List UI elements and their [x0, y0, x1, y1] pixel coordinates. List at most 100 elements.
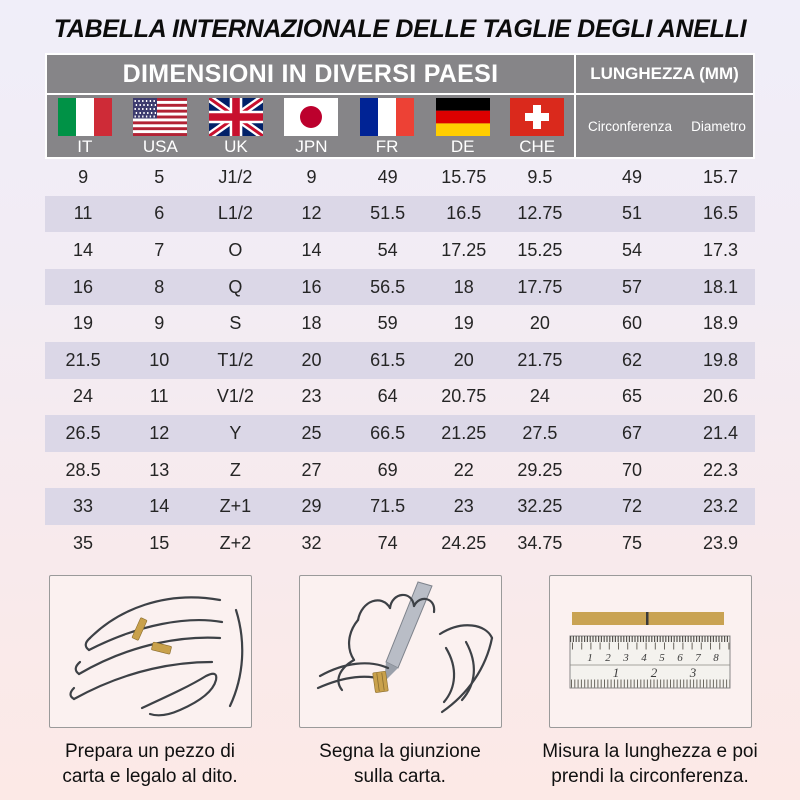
- table-cell: 71.5: [370, 496, 406, 517]
- table-cell: 11: [149, 386, 169, 407]
- country-code: JPN: [295, 136, 328, 156]
- table-row: 16 8 Q 16 56.5 18 17.75 57 18.1: [45, 268, 755, 306]
- svg-text:3: 3: [622, 652, 629, 664]
- table-cell: 10: [149, 349, 170, 370]
- table-cell: 23: [301, 386, 322, 407]
- table-cell: 27: [301, 459, 322, 480]
- table-cell: 56.5: [370, 276, 406, 297]
- ruler: 1 2 3 4 5 6 7 8 1 2 3: [569, 635, 730, 689]
- table-cell: 66.5: [370, 422, 406, 443]
- instruction-step-1: Prepara un pezzo di carta e legalo al di…: [25, 574, 275, 789]
- table-cell: 21.4: [702, 422, 739, 443]
- table-cell: 59: [377, 313, 398, 334]
- table-cell: 19.8: [702, 349, 739, 370]
- svg-text:1: 1: [587, 652, 593, 664]
- table-cell: 20.6: [702, 386, 739, 407]
- table-cell: 8: [154, 276, 165, 297]
- table-row: 24 11 V1/2 23 64 20.75 24 65 20.6: [45, 379, 755, 416]
- table-cell: 65: [621, 386, 643, 407]
- table-cell: 57: [621, 276, 643, 297]
- instruction-caption: Misura la lunghezza e poi prendi la circ…: [542, 739, 757, 789]
- japan-flag-icon: [284, 97, 339, 136]
- table-cell: Y: [229, 422, 242, 443]
- table-cell: Z+2: [219, 532, 252, 553]
- table-cell: 17.25: [441, 239, 487, 260]
- table-cell: 22.3: [702, 459, 739, 480]
- table-cell: 15.75: [441, 166, 487, 187]
- table-cell: 20: [529, 313, 550, 334]
- column-header-italy: IT: [47, 95, 123, 157]
- table-cell: O: [228, 239, 243, 260]
- column-header-uk: UK: [198, 95, 274, 157]
- switzerland-flag-icon: [510, 97, 565, 136]
- svg-text:3: 3: [688, 665, 696, 680]
- table-cell: 51: [621, 203, 643, 224]
- table-cell: 15.25: [517, 239, 563, 260]
- table-cell: 16.5: [446, 203, 482, 224]
- table-cell: Z+1: [219, 496, 252, 517]
- column-header-usa: USA: [123, 95, 199, 157]
- table-cell: 18: [301, 313, 322, 334]
- table-cell: 51.5: [370, 203, 406, 224]
- table-row: 9 5 J1/2 9 49 15.75 9.5 49 15.7: [45, 159, 755, 196]
- svg-text:8: 8: [713, 652, 719, 664]
- table-cell: 21.25: [441, 422, 487, 443]
- pen-marking-icon: [316, 580, 493, 713]
- table-cell: 49: [621, 166, 643, 187]
- countries-group-header: DIMENSIONI IN DIVERSI PAESI: [47, 55, 576, 93]
- uk-flag-icon: [208, 97, 263, 136]
- svg-text:2: 2: [605, 652, 611, 664]
- country-code: CHE: [519, 136, 556, 156]
- caption-line: Segna la giunzione: [319, 740, 481, 762]
- table-cell: 75: [621, 532, 643, 553]
- table-cell: 27.5: [522, 422, 558, 443]
- ruler-measuring-illustration: 1 2 3 4 5 6 7 8 1 2 3: [548, 574, 752, 728]
- table-cell: 70: [621, 459, 643, 480]
- table-row: 14 7 O 14 54 17.25 15.25 54 17.3: [45, 232, 755, 269]
- column-header-switzerland: CHE: [500, 95, 576, 157]
- table-cell: 18.1: [702, 276, 739, 297]
- circumference-column-header: Circonferenza: [587, 118, 672, 134]
- table-cell: 24: [73, 386, 94, 407]
- table-cell: 15.7: [702, 166, 739, 187]
- table-cell: 9: [154, 313, 165, 334]
- table-cell: 15: [149, 532, 170, 553]
- table-cell: 16: [301, 276, 322, 297]
- table-cell: 18: [453, 276, 474, 297]
- svg-text:2: 2: [650, 665, 657, 680]
- svg-text:4: 4: [641, 652, 647, 664]
- caption-line: sulla carta.: [354, 765, 446, 787]
- junction-mark: [645, 611, 648, 625]
- table-cell: 16: [73, 276, 94, 297]
- table-cell: 67: [621, 422, 643, 443]
- table-cell: 6: [154, 203, 165, 224]
- table-cell: 32.25: [517, 496, 563, 517]
- table-cell: 14: [149, 496, 170, 517]
- table-cell: 18.9: [702, 313, 739, 334]
- country-code: USA: [142, 136, 178, 156]
- table-cell: 72: [621, 496, 643, 517]
- table-cell: 12: [149, 422, 170, 443]
- table-cell: 29.25: [517, 459, 563, 480]
- table-cell: 19: [73, 313, 94, 334]
- table-cell: 33: [73, 496, 94, 517]
- caption-line: Prepara un pezzo di: [64, 740, 236, 762]
- germany-flag-icon: [435, 97, 490, 136]
- table-cell: 23.9: [702, 532, 739, 553]
- table-cell: T1/2: [217, 349, 254, 370]
- table-cell: Z: [229, 459, 241, 480]
- table-cell: 20.75: [441, 386, 487, 407]
- column-header-france: FR: [349, 95, 425, 157]
- table-cell: 28.5: [65, 459, 101, 480]
- pen-marking-junction-illustration: [298, 574, 502, 728]
- hand-with-paper-strip-illustration: [48, 574, 252, 728]
- table-cell: 9.5: [527, 166, 553, 187]
- svg-text:5: 5: [659, 652, 665, 664]
- table-cell: S: [229, 313, 242, 334]
- column-header-germany: DE: [425, 95, 501, 157]
- table-cell: 29: [301, 496, 322, 517]
- table-cell: 69: [377, 459, 398, 480]
- table-cell: 62: [621, 349, 643, 370]
- table-cell: 14: [301, 239, 322, 260]
